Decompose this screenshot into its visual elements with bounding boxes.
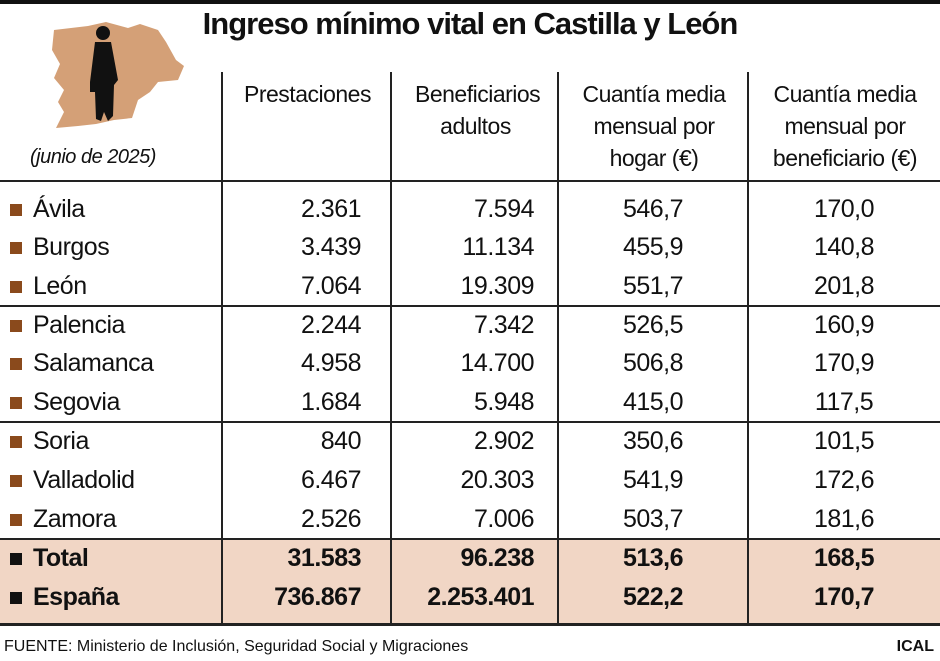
table-cell: 11.134	[462, 233, 534, 261]
table-row: Burgos 3.439 11.134 455,9 140,8	[0, 228, 940, 266]
bullet-square-icon	[10, 436, 22, 448]
bullet-square-icon	[10, 397, 22, 409]
bullet-square-icon	[10, 592, 22, 604]
col-header-beneficiarios: Beneficiarios adultos	[415, 81, 541, 139]
col-header-cuantia-hogar: Cuantía media mensual por hogar (€)	[582, 81, 726, 171]
table-cell: 503,7	[622, 505, 684, 533]
row-label: Palencia	[33, 311, 125, 339]
table-cell: 181,6	[813, 505, 875, 533]
table-cell: 168,5	[813, 544, 875, 572]
table-cell: 117,5	[814, 388, 874, 416]
bullet-square-icon	[10, 475, 22, 487]
table-cell: 5.948	[473, 388, 535, 416]
table-row: Salamanca 4.958 14.700 506,8 170,9	[0, 344, 940, 382]
bullet-square-icon	[10, 281, 22, 293]
column-divider	[221, 72, 223, 625]
table-cell: 551,7	[622, 272, 684, 300]
row-label: León	[33, 272, 87, 300]
row-group-divider	[0, 421, 940, 423]
map-person-icon	[52, 22, 184, 128]
bullet-square-icon	[10, 358, 22, 370]
source-note: FUENTE: Ministerio de Inclusión, Segurid…	[4, 638, 469, 655]
row-label: Salamanca	[33, 349, 154, 377]
table-row: Soria 840 2.902 350,6 101,5	[0, 422, 940, 460]
table-row: Valladolid 6.467 20.303 541,9 172,6	[0, 461, 940, 499]
table-cell: 350,6	[622, 427, 684, 455]
date-label: (junio de 2025)	[30, 146, 156, 168]
table-cell: 7.594	[473, 195, 535, 223]
table-cell: 415,0	[622, 388, 684, 416]
bullet-square-icon	[10, 553, 22, 565]
brand-label: ICAL	[896, 638, 934, 655]
column-divider	[747, 72, 749, 625]
row-label: Zamora	[33, 505, 117, 533]
bullet-square-icon	[10, 242, 22, 254]
table-cell: 455,9	[622, 233, 684, 261]
table-cell: 201,8	[813, 272, 875, 300]
row-label: España	[33, 583, 119, 611]
table-row: Ávila 2.361 7.594 546,7 170,0	[0, 190, 940, 228]
table-cell: 546,7	[622, 195, 684, 223]
table-cell: 840	[320, 427, 362, 455]
bullet-square-icon	[10, 204, 22, 216]
table-cell: 170,0	[813, 195, 875, 223]
chart-title: Ingreso mínimo vital en Castilla y León	[202, 6, 739, 41]
table-row: Zamora 2.526 7.006 503,7 181,6	[0, 500, 940, 538]
table-cell: 14.700	[460, 349, 535, 377]
bullet-square-icon	[10, 514, 22, 526]
table-cell: 6.467	[300, 466, 362, 494]
row-label: Ávila	[33, 195, 85, 223]
table-cell: 101,5	[813, 427, 875, 455]
table-cell: 20.303	[460, 466, 535, 494]
table-cell: 2.526	[300, 505, 362, 533]
header-divider	[0, 180, 940, 182]
table-cell: 19.309	[460, 272, 535, 300]
table-cell: 170,7	[813, 583, 875, 611]
row-label: Burgos	[33, 233, 110, 261]
row-group-divider	[0, 305, 940, 307]
table-row: Segovia 1.684 5.948 415,0 117,5	[0, 383, 940, 421]
table-cell: 140,8	[813, 233, 875, 261]
table-cell: 7.342	[473, 311, 535, 339]
col-header-prestaciones: Prestaciones	[244, 81, 371, 107]
table-row: León 7.064 19.309 551,7 201,8	[0, 267, 940, 305]
table-cell: 160,9	[813, 311, 875, 339]
column-divider	[390, 72, 392, 625]
table-cell: 96.238	[460, 544, 535, 572]
table-cell: 736.867	[274, 583, 361, 611]
column-divider	[557, 72, 559, 625]
row-label: Segovia	[33, 388, 120, 416]
table-cell: 506,8	[622, 349, 684, 377]
row-group-divider	[0, 538, 940, 540]
row-label: Total	[33, 544, 89, 572]
top-bar	[0, 0, 940, 4]
table-row: España 736.867 2.253.401 522,2 170,7	[0, 578, 940, 624]
table-row: Palencia 2.244 7.342 526,5 160,9	[0, 306, 940, 344]
table-cell: 172,6	[813, 466, 875, 494]
table-cell: 2.244	[300, 311, 362, 339]
table-cell: 513,6	[622, 544, 684, 572]
table-cell: 170,9	[813, 349, 875, 377]
table-cell: 31.583	[287, 544, 362, 572]
row-label: Valladolid	[33, 466, 135, 494]
table-cell: 7.064	[300, 272, 362, 300]
table-cell: 1.684	[300, 388, 362, 416]
row-label: Soria	[33, 427, 89, 455]
table-cell: 541,9	[622, 466, 684, 494]
col-header-cuantia-beneficiario: Cuantía media mensual por beneficiario (…	[772, 81, 918, 171]
table-cell: 7.006	[473, 505, 535, 533]
table-cell: 2.361	[300, 195, 362, 223]
table-cell: 2.253.401	[427, 583, 534, 611]
table-cell: 522,2	[622, 583, 684, 611]
table-cell: 2.902	[473, 427, 535, 455]
table-cell: 4.958	[300, 349, 362, 377]
table-bottom-line	[0, 623, 940, 626]
table-cell: 526,5	[622, 311, 684, 339]
bullet-square-icon	[10, 320, 22, 332]
table-row: Total 31.583 96.238 513,6 168,5	[0, 539, 940, 578]
table-cell: 3.439	[300, 233, 362, 261]
